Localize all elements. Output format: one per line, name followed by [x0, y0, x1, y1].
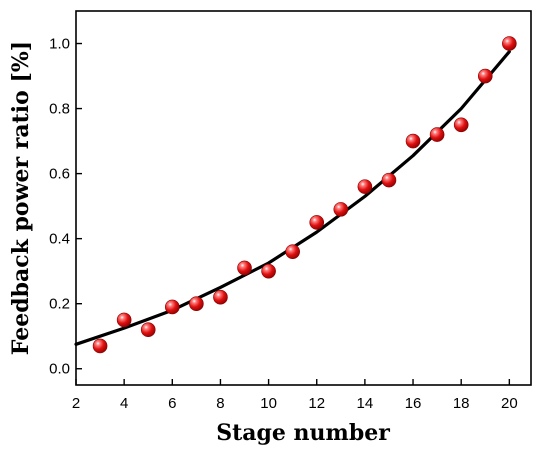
data-point: [213, 289, 228, 305]
data-point: [357, 179, 373, 194]
x-tick-label: 6: [168, 395, 176, 412]
x-tick-label: 18: [453, 395, 470, 412]
data-point: [92, 338, 108, 354]
x-tick-label: 12: [308, 395, 325, 412]
data-point: [502, 36, 517, 51]
ticks-layer: 2 4 6 8 10 12 14 16 18 20 0.0 0.2 0.4 0.6 0.8 1.0: [49, 36, 518, 412]
y-tick-label: 0.6: [49, 166, 70, 183]
data-point: [405, 133, 421, 149]
data-point: [285, 244, 300, 259]
y-tick-label: 0.0: [49, 361, 70, 378]
plot-frame: [75, 10, 532, 386]
data-point: [381, 172, 397, 188]
data-point: [237, 260, 252, 276]
x-tick-label: 2: [72, 395, 80, 412]
data-point: [116, 312, 132, 328]
data-point: [477, 68, 493, 84]
data-point: [309, 215, 325, 230]
x-tick-label: 16: [405, 395, 422, 412]
data-point: [140, 322, 156, 338]
x-tick-label: 4: [120, 395, 128, 412]
data-point: [261, 263, 276, 279]
y-tick-label: 1.0: [49, 36, 70, 53]
x-tick-label: 20: [501, 395, 518, 412]
data-point: [164, 299, 180, 315]
y-tick-label: 0.4: [49, 231, 70, 248]
y-tick-label: 0.2: [49, 296, 70, 313]
data-point: [189, 296, 204, 311]
fit-layer: [74, 50, 511, 346]
y-axis-title: Feedback power ratio [%]: [8, 41, 34, 355]
x-tick-label: 14: [357, 395, 374, 412]
fit-curve: [74, 50, 511, 346]
data-point: [429, 127, 445, 142]
x-tick-label: 8: [216, 395, 224, 412]
points-layer: [92, 36, 517, 354]
data-point: [453, 117, 469, 133]
y-tick-label: 0.8: [49, 101, 70, 118]
x-tick-label: 10: [260, 395, 277, 412]
data-point: [333, 202, 349, 217]
x-axis-title: Stage number: [216, 420, 390, 446]
